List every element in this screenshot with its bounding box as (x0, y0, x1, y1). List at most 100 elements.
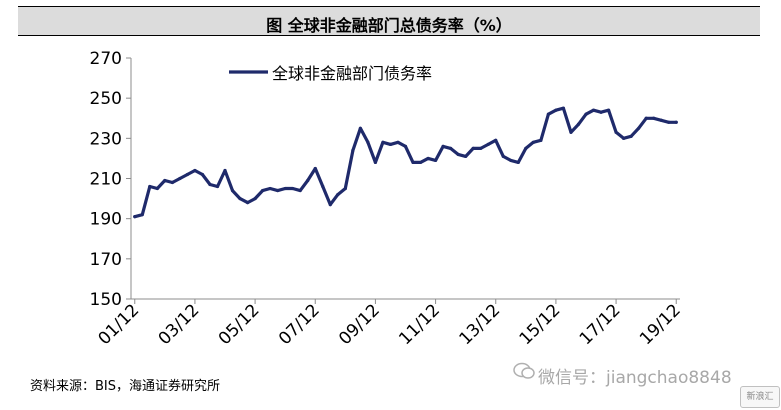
y-tick-label: 210 (90, 170, 122, 190)
data-point (328, 203, 332, 207)
data-point (524, 146, 528, 150)
data-point (306, 178, 310, 183)
data-point (230, 188, 235, 193)
y-tick-label: 230 (90, 129, 122, 149)
data-point (351, 148, 355, 152)
data-point (539, 138, 543, 142)
data-point (479, 146, 483, 150)
data-point (509, 158, 513, 163)
data-point (238, 196, 242, 201)
data-point (268, 186, 272, 191)
data-point (561, 106, 566, 110)
data-point (253, 196, 257, 201)
data-point (674, 120, 678, 124)
data-point (298, 188, 302, 193)
data-point (644, 116, 648, 120)
x-tick-label: 17/12 (576, 300, 625, 349)
data-point (155, 186, 159, 191)
data-point (276, 188, 280, 193)
data-point (411, 160, 415, 165)
data-point (185, 172, 190, 177)
data-point (637, 126, 641, 130)
data-point (215, 184, 220, 189)
title-bar: 图 全球非金融部门总债务率（%） (18, 6, 760, 36)
data-point (546, 112, 550, 116)
watermark: 微信号：jiangchao8848 (538, 368, 732, 388)
data-point (313, 166, 317, 171)
data-point (576, 122, 581, 126)
chart-title: 图 全球非金融部门总债务率（%） (266, 16, 512, 35)
data-point (531, 140, 535, 144)
data-point (652, 116, 656, 120)
data-point (554, 108, 558, 112)
legend: 全球非金融部门债务率 (229, 64, 432, 83)
data-point (178, 176, 182, 181)
data-point (433, 158, 438, 163)
data-point (449, 146, 453, 150)
wechat-icon (513, 362, 535, 379)
data-point (381, 140, 385, 144)
x-tick-label: 19/12 (636, 300, 685, 349)
data-point (291, 186, 295, 191)
data-point (426, 156, 430, 161)
y-tick-label: 270 (90, 49, 122, 69)
data-point (591, 108, 596, 112)
chart-axes (130, 58, 680, 300)
data-point (208, 182, 212, 187)
data-point (584, 112, 588, 116)
x-tick-label: 03/12 (155, 300, 204, 349)
data-point (321, 184, 325, 189)
data-point (494, 138, 498, 142)
y-tick-label: 170 (90, 250, 122, 270)
data-point (388, 142, 393, 146)
data-point (599, 110, 603, 114)
x-tick-label: 15/12 (516, 300, 565, 349)
x-tick-label: 13/12 (455, 300, 504, 349)
data-point (441, 144, 445, 148)
data-point (569, 130, 573, 134)
series-points (133, 106, 678, 219)
source-note: 资料来源：BIS，海通证券研究所 (30, 379, 221, 394)
x-tick-label: 05/12 (215, 300, 264, 349)
data-point (366, 140, 370, 144)
x-tick-label: 07/12 (275, 300, 324, 349)
data-point (396, 140, 400, 144)
data-point (621, 136, 626, 140)
data-point (133, 215, 137, 219)
data-point (261, 188, 265, 193)
y-tick-label: 190 (90, 210, 122, 230)
data-point (140, 213, 144, 217)
x-tick-label: 11/12 (395, 300, 444, 349)
y-tick-label: 250 (90, 89, 122, 109)
data-point (283, 186, 287, 191)
data-point (418, 160, 423, 165)
data-point (193, 168, 197, 173)
data-point (403, 144, 408, 148)
data-point (629, 134, 633, 138)
data-point (343, 186, 347, 191)
data-point (471, 146, 475, 150)
data-point (516, 160, 520, 165)
data-point (501, 154, 505, 159)
data-point (659, 118, 663, 122)
data-point (486, 142, 490, 146)
data-point (170, 180, 174, 185)
data-point (373, 160, 378, 165)
series-line (133, 106, 678, 219)
legend-label: 全球非金融部门债务率 (272, 64, 432, 83)
data-point (223, 168, 227, 173)
data-point (200, 172, 205, 177)
data-point (464, 154, 468, 159)
y-tick-label: 150 (90, 290, 122, 310)
data-point (606, 108, 611, 112)
data-point (667, 120, 671, 124)
data-point (336, 192, 340, 197)
source-badge: 新浪汇 (740, 386, 780, 408)
data-point (456, 152, 460, 156)
data-point (163, 178, 167, 183)
x-tick-label: 09/12 (335, 300, 384, 349)
data-point (148, 184, 152, 189)
data-point (614, 130, 618, 134)
